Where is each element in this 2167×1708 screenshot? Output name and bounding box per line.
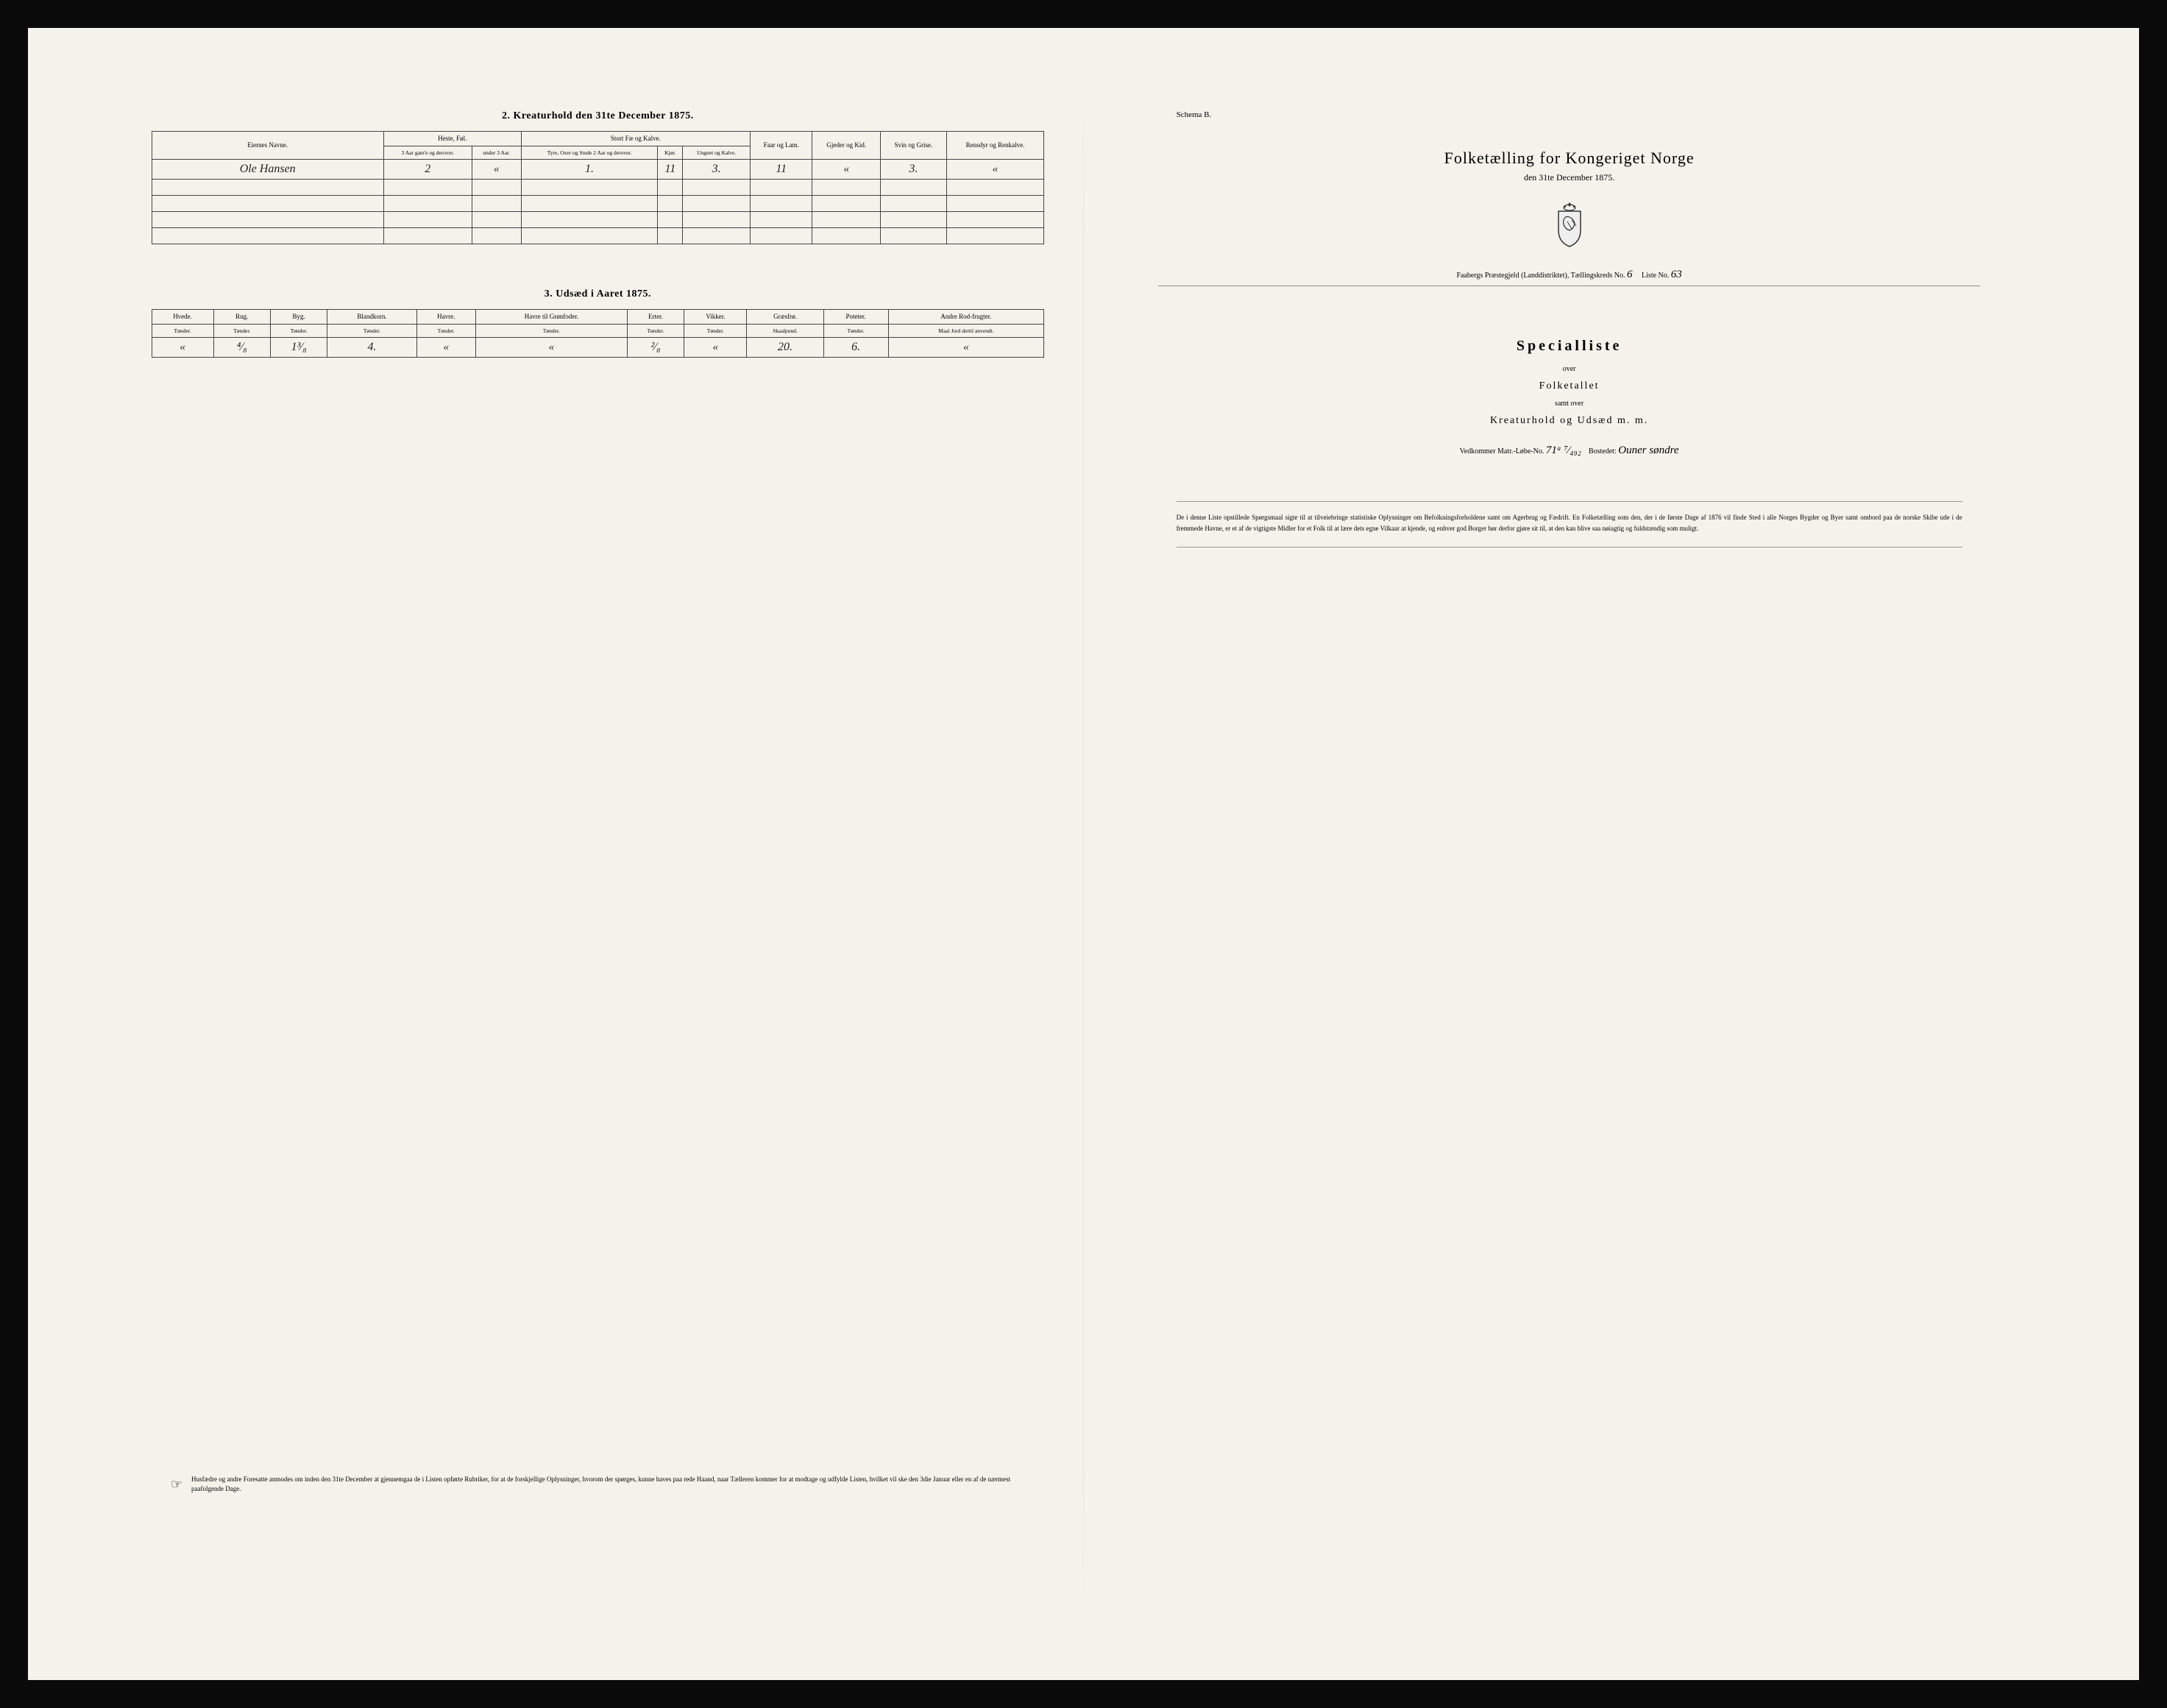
main-title: Folketælling for Kongeriget Norge	[1123, 149, 2016, 168]
unit: Tønder.	[152, 325, 213, 338]
cell: «	[152, 338, 213, 358]
document-frame: 2. Kreaturhold den 31te December 1875. E…	[15, 15, 2152, 1693]
divider	[1177, 501, 1962, 502]
table-row	[152, 228, 1044, 244]
section-udsaed: 3. Udsæd i Aaret 1875. Hvede. Rug. Byg. …	[152, 288, 1045, 358]
pointing-hand-icon: ☞	[171, 1475, 182, 1495]
district-line: Faabergs Præstegjeld (Landdistriktet), T…	[1158, 269, 1980, 286]
bostedet-value: Ouner søndre	[1618, 444, 1678, 456]
col-blandkorn: Blandkorn.	[327, 310, 416, 325]
cell: 3.	[881, 160, 947, 180]
col-owner: Eiernes Navne.	[152, 132, 383, 160]
cell: 11	[658, 160, 683, 180]
unit: Tønder.	[475, 325, 627, 338]
cell: «	[472, 160, 521, 180]
district-prefix: Faabergs Præstegjeld (Landdistriktet), T…	[1456, 272, 1625, 280]
unit: Maal Jord dertil anvendt.	[888, 325, 1044, 338]
vedkommer-line: Vedkommer Matr.-Løbe-No. 71ᵃ ⁷⁄₄₉₂ Boste…	[1123, 444, 2016, 457]
col-cattle-sub1: Tyre, Oxer og Stude 2 Aar og derover.	[521, 146, 658, 160]
cell: 6.	[823, 338, 888, 358]
unit: Tønder.	[213, 325, 270, 338]
divider	[1177, 547, 1962, 548]
col-reindeer: Rensdyr og Renkalve.	[946, 132, 1043, 160]
section-kreaturhold: 2. Kreaturhold den 31te December 1875. E…	[152, 110, 1045, 244]
left-footer-note: ☞ Husfædre og andre Foresatte anmodes om…	[171, 1475, 1044, 1495]
col-goats: Gjeder og Kid.	[812, 132, 881, 160]
specialliste-heading: Specialliste	[1123, 338, 2016, 355]
cell: 4.	[327, 338, 416, 358]
col-havre: Havre.	[416, 310, 475, 325]
liste-label: Liste No.	[1642, 272, 1669, 280]
col-horses: Heste, Føl.	[383, 132, 521, 146]
table-row	[152, 196, 1044, 212]
col-byg: Byg.	[270, 310, 327, 325]
over-label: over	[1123, 365, 2016, 373]
col-vikker: Vikker.	[684, 310, 747, 325]
col-pigs: Svin og Grise.	[881, 132, 947, 160]
schema-label: Schema B.	[1177, 110, 2016, 119]
right-page: Schema B. Folketælling for Kongeriget No…	[1084, 91, 2054, 1616]
cell: 20.	[747, 338, 823, 358]
col-poteter: Poteter.	[823, 310, 888, 325]
col-cattle: Stort Fæ og Kalve.	[521, 132, 750, 146]
matr-no: 71ᵃ ⁷⁄₄₉₂	[1546, 444, 1581, 456]
samt-over-label: samt over	[1123, 400, 2016, 408]
unit: Tønder.	[823, 325, 888, 338]
section2-title: 2. Kreaturhold den 31te December 1875.	[152, 110, 1045, 122]
cell: «	[416, 338, 475, 358]
kreatur-line: Kreaturhold og Udsæd m. m.	[1123, 415, 2016, 427]
unit: Tønder.	[270, 325, 327, 338]
col-havre-gronfoder: Havre til Grønfoder.	[475, 310, 627, 325]
subtitle-date: den 31te December 1875.	[1123, 172, 2016, 183]
owner-name: Ole Hansen	[152, 160, 383, 180]
cell: 2	[383, 160, 472, 180]
cell: ²⁄₈	[627, 338, 684, 358]
unit: Tønder.	[327, 325, 416, 338]
cell: 11	[751, 160, 812, 180]
col-erter: Erter.	[627, 310, 684, 325]
cell: 3.	[683, 160, 751, 180]
unit: Skaalpund.	[747, 325, 823, 338]
cell: «	[812, 160, 881, 180]
paper-sheet: 2. Kreaturhold den 31te December 1875. E…	[28, 28, 2139, 1680]
table-row: « ⁴⁄₈ 1³⁄₈ 4. « « ²⁄₈ « 20. 6. «	[152, 338, 1044, 358]
unit: Tønder.	[684, 325, 747, 338]
district-no: 6	[1627, 269, 1633, 280]
bostedet-label: Bostedet:	[1589, 447, 1617, 456]
left-page: 2. Kreaturhold den 31te December 1875. E…	[113, 91, 1083, 1616]
col-hvede: Hvede.	[152, 310, 213, 325]
section3-title: 3. Udsæd i Aaret 1875.	[152, 288, 1045, 300]
unit: Tønder.	[416, 325, 475, 338]
coat-of-arms-icon	[1123, 201, 2016, 248]
cell: «	[475, 338, 627, 358]
cell: ⁴⁄₈	[213, 338, 270, 358]
footer-text: Husfædre og andre Foresatte anmodes om i…	[191, 1475, 1044, 1495]
col-rodfrugter: Andre Rod-frugter.	[888, 310, 1044, 325]
cell: «	[888, 338, 1044, 358]
col-cattle-sub3: Ungnet og Kalve.	[683, 146, 751, 160]
cell: «	[684, 338, 747, 358]
cell: «	[946, 160, 1043, 180]
table-row	[152, 212, 1044, 228]
right-footer-text: De i denne Liste opstillede Spørgsmaal s…	[1177, 512, 1962, 534]
col-graesfro: Græsfrø.	[747, 310, 823, 325]
cell: 1³⁄₈	[270, 338, 327, 358]
unit: Tønder.	[627, 325, 684, 338]
col-horses-sub1: 3 Aar gam'e og derover.	[383, 146, 472, 160]
col-horses-sub2: under 3 Aar.	[472, 146, 521, 160]
liste-no: 63	[1671, 269, 1682, 280]
udsaed-table: Hvede. Rug. Byg. Blandkorn. Havre. Havre…	[152, 309, 1045, 358]
folketallet-label: Folketallet	[1123, 380, 2016, 392]
vedkommer-label: Vedkommer Matr.-Løbe-No.	[1460, 447, 1544, 456]
cell: 1.	[521, 160, 658, 180]
col-rug: Rug.	[213, 310, 270, 325]
col-sheep: Faar og Lam.	[751, 132, 812, 160]
col-cattle-sub2: Kjør.	[658, 146, 683, 160]
table-row	[152, 180, 1044, 196]
kreaturhold-table: Eiernes Navne. Heste, Føl. Stort Fæ og K…	[152, 131, 1045, 244]
table-row: Ole Hansen 2 « 1. 11 3. 11 « 3. «	[152, 160, 1044, 180]
